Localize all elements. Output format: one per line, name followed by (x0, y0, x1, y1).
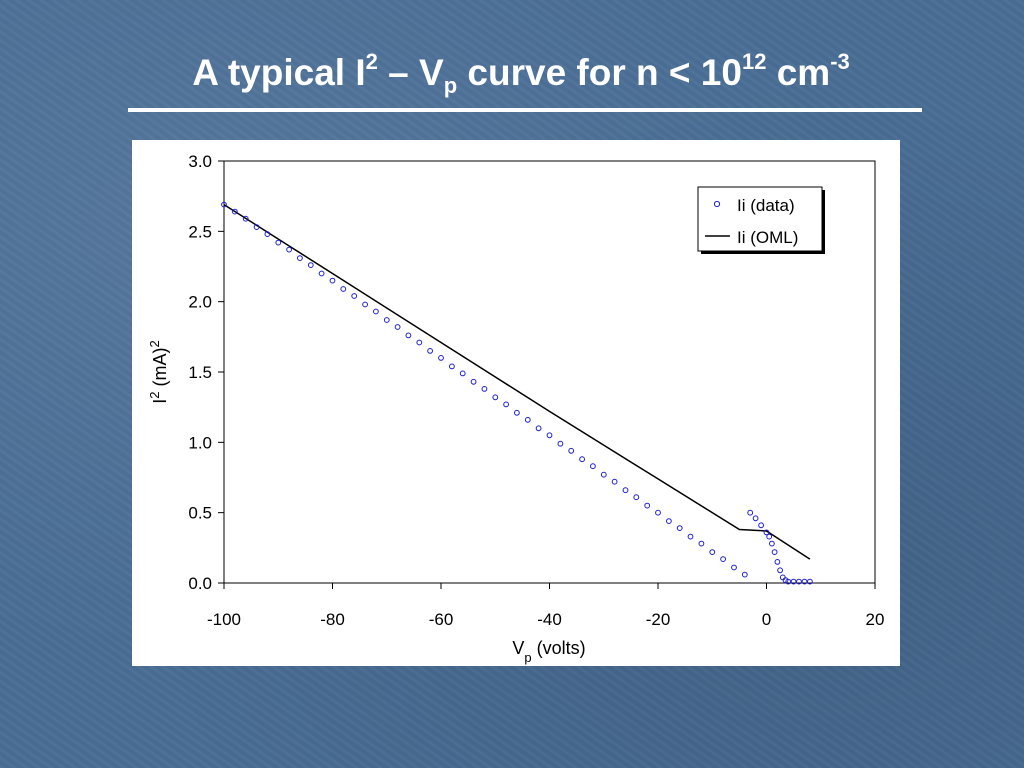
data-point (611, 478, 618, 485)
x-tick-label: 20 (866, 610, 885, 629)
data-point (758, 522, 764, 529)
data-point (720, 556, 726, 563)
chart-panel: 0.0 0.5 1.0 1.5 2.0 2.5 3.0 -100 -80 -60 -40 -20 0 2… (132, 140, 900, 666)
y-tick-label: 2.5 (188, 222, 212, 241)
y-axis: 0.0 0.5 1.0 1.5 2.0 2.5 3.0 (188, 152, 224, 593)
data-point (785, 578, 792, 585)
data-point (741, 571, 748, 578)
data-point (752, 515, 759, 522)
title-divider (128, 108, 922, 112)
data-point (514, 409, 520, 416)
data-point (242, 215, 249, 222)
legend-data-marker (713, 200, 721, 208)
y-tick-label: 1.0 (188, 433, 212, 452)
data-point (600, 471, 607, 478)
data-point (655, 509, 661, 516)
data-point (394, 324, 401, 330)
data-point (297, 255, 303, 261)
data-point (351, 293, 358, 299)
x-tick-label: 0 (762, 610, 771, 629)
data-point (535, 425, 542, 432)
data-point (644, 502, 651, 509)
data-point (470, 378, 477, 385)
data-point (769, 540, 775, 547)
x-tick-label: -20 (646, 610, 671, 629)
data-point (449, 363, 455, 370)
data-point (557, 440, 564, 447)
data-point (373, 308, 379, 315)
data-point (731, 564, 737, 571)
data-point (546, 432, 553, 439)
data-point (633, 494, 640, 501)
x-axis: -100 -80 -60 -40 -20 0 20 (207, 583, 884, 629)
x-tick-label: -100 (207, 610, 241, 629)
data-point (405, 332, 412, 339)
data-point (362, 301, 369, 308)
legend: Ii (data) Ii (OML) (697, 186, 825, 254)
y-tick-label: 3.0 (188, 152, 212, 171)
data-point (747, 509, 754, 516)
legend-label-fit: Ii (OML) (737, 228, 798, 247)
data-point (231, 208, 238, 215)
data-point (264, 231, 271, 237)
data-point (221, 201, 227, 208)
chart-svg: 0.0 0.5 1.0 1.5 2.0 2.5 3.0 -100 -80 -60 -40 -20 0 2… (147, 152, 885, 665)
data-point (698, 540, 705, 547)
data-point (801, 578, 808, 585)
data-point (771, 549, 778, 556)
x-axis-label: Vp (volts) (512, 638, 585, 665)
series-layer (221, 201, 813, 585)
data-point (579, 456, 586, 463)
y-axis-label: I2 (mA)2 (147, 340, 171, 403)
legend-box (697, 186, 823, 252)
data-point (796, 578, 802, 585)
data-point (622, 487, 629, 494)
data-point (568, 447, 575, 454)
data-point (438, 355, 444, 361)
data-point (687, 533, 694, 540)
data-point (416, 339, 423, 346)
x-tick-label: -80 (320, 610, 345, 629)
data-point (777, 567, 783, 574)
y-tick-label: 0.5 (188, 504, 212, 523)
data-point (524, 416, 531, 423)
data-point (286, 246, 293, 253)
data-point (503, 401, 510, 408)
data-point (329, 277, 336, 284)
data-point (253, 224, 260, 230)
data-point (790, 578, 797, 585)
data-point (318, 270, 325, 277)
data-point (763, 529, 770, 536)
data-point (481, 386, 488, 392)
data-point (590, 463, 596, 470)
y-tick-label: 2.0 (188, 293, 212, 312)
data-point (666, 518, 672, 525)
data-point (459, 370, 466, 377)
data-point (807, 578, 813, 585)
data-point (383, 317, 390, 323)
series-line-oml (223, 203, 811, 560)
data-point (340, 286, 347, 292)
y-tick-label: 1.5 (188, 363, 212, 382)
data-point (427, 348, 434, 354)
data-point (676, 525, 683, 532)
x-tick-label: -60 (429, 610, 454, 629)
y-tick-label: 0.0 (188, 574, 212, 593)
data-point (492, 394, 499, 401)
data-point (766, 533, 773, 540)
x-tick-label: -40 (537, 610, 562, 629)
data-point (709, 549, 716, 556)
data-point (275, 239, 282, 246)
data-point (307, 262, 314, 268)
legend-label-data: Ii (data) (737, 196, 795, 215)
data-point (774, 559, 781, 565)
slide-title: A typical I2 – Vp curve for n < 1012 cm-… (192, 49, 850, 98)
